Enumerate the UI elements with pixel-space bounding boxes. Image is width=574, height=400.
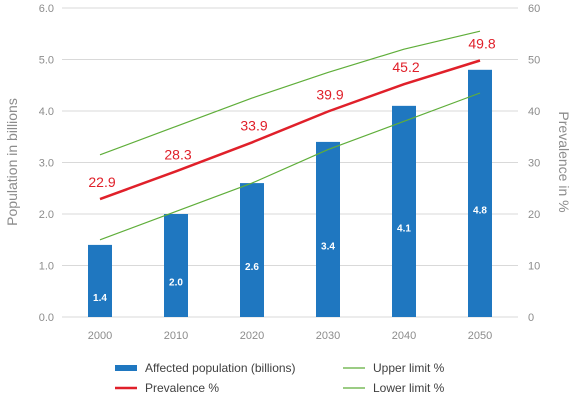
bar-value-label: 4.1 [397,223,411,234]
right-tick-label: 60 [528,3,540,15]
right-tick-label: 50 [528,55,540,67]
legend-label: Lower limit % [373,381,445,395]
x-tick-label: 2010 [164,330,188,342]
bar-value-label: 4.8 [473,205,487,216]
bar-series [88,69,492,317]
prevalence-line [99,59,481,201]
x-tick-label: 2050 [468,330,492,342]
x-axis-ticks: 2000 2010 2020 2030 2040 2050 [88,330,492,342]
right-tick-label: 40 [528,106,540,118]
left-tick-label: 3.0 [39,158,54,170]
left-tick-label: 5.0 [39,55,54,67]
left-tick-label: 4.0 [39,106,54,118]
gridlines [62,7,518,318]
right-tick-label: 10 [528,261,540,273]
bar [392,105,416,317]
x-tick-label: 2020 [240,330,264,342]
legend-label: Affected population (billions) [145,361,296,375]
x-tick-label: 2000 [88,330,112,342]
legend: Affected population (billions) Upper limi… [115,361,445,395]
upper-limit-line [99,30,481,156]
bar [240,183,264,317]
left-axis-ticks: 0.0 1.0 2.0 3.0 4.0 5.0 6.0 [39,3,54,324]
bar [88,244,112,317]
line-series [99,30,481,241]
legend-swatch-bar [115,365,137,371]
bar-value-label: 3.4 [321,241,335,252]
bar-value-label: 2.0 [169,278,183,289]
bar-value-label: 2.6 [245,262,259,273]
left-axis-title: Population in billions [4,98,20,226]
prevalence-value-label: 22.9 [88,174,115,190]
left-tick-label: 1.0 [39,261,54,273]
prevalence-value-label: 45.2 [392,59,419,75]
legend-label: Prevalence % [145,381,219,395]
prevalence-value-label: 39.9 [316,87,343,103]
bar [316,141,340,317]
lower-limit-line [99,92,481,241]
prevalence-value-label: 28.3 [164,146,191,162]
right-axis-ticks: 0 10 20 30 40 50 60 [528,3,540,324]
data-labels: 1.4 2.0 2.6 3.4 4.1 4.8 22.9 28.3 33.9 39.9 45.2 49… [88,36,495,304]
bar-value-label: 1.4 [93,293,107,304]
left-tick-label: 6.0 [39,3,54,15]
bar [164,214,188,317]
left-tick-label: 2.0 [39,209,54,221]
right-tick-label: 0 [528,312,534,324]
right-tick-label: 30 [528,158,540,170]
x-tick-label: 2030 [316,330,340,342]
right-tick-label: 20 [528,209,540,221]
legend-label: Upper limit % [373,361,445,375]
prevalence-value-label: 33.9 [240,117,267,133]
left-tick-label: 0.0 [39,312,54,324]
bar [468,69,492,317]
x-tick-label: 2040 [392,330,416,342]
prevalence-value-label: 49.8 [468,36,495,52]
right-axis-title: Prevalence in % [556,111,572,212]
